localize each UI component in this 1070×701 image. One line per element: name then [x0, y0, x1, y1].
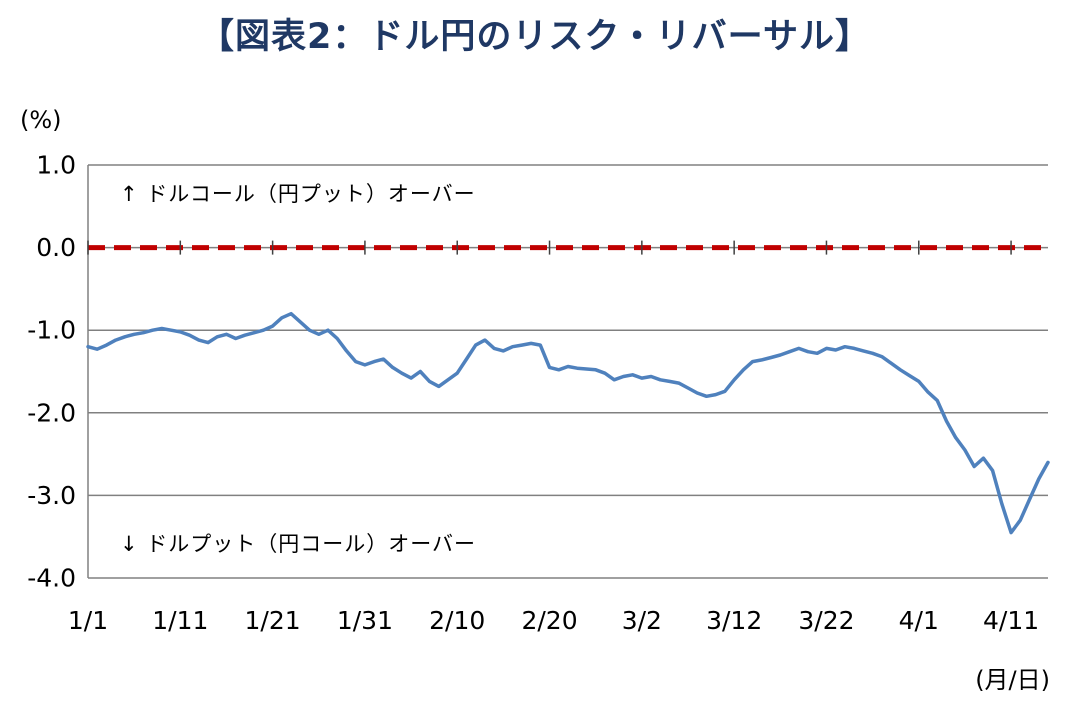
chart-title: 【図表2：ドル円のリスク・リバーサル】	[199, 17, 871, 57]
x-axis-unit-label: (月/日)	[975, 666, 1050, 694]
y-tick-label: -3.0	[27, 481, 76, 510]
y-tick-label: -2.0	[27, 398, 76, 427]
x-tick-label: 2/10	[429, 606, 485, 635]
x-tick-label: 3/22	[798, 606, 854, 635]
y-tick-label: -1.0	[27, 316, 76, 345]
series-line-usdjpy-risk-reversal	[86, 311, 1050, 535]
y-tick-label: -4.0	[27, 564, 76, 593]
x-tick-label: 4/1	[899, 606, 939, 635]
x-tick-label: 1/21	[245, 606, 301, 635]
y-tick-label: 0.0	[36, 233, 76, 262]
y-axis-unit-label: (%)	[20, 106, 62, 134]
x-tick-label: 4/11	[983, 606, 1039, 635]
x-tick-label: 3/2	[622, 606, 662, 635]
x-tick-label: 1/1	[68, 606, 108, 635]
x-tick-label: 2/20	[521, 606, 577, 635]
x-tick-label: 3/12	[706, 606, 762, 635]
annotation-dollar-call-over: ↑ ドルコール（円プット）オーバー	[120, 182, 476, 206]
y-tick-label: 1.0	[36, 151, 76, 180]
x-tick-label: 1/31	[337, 606, 393, 635]
annotation-dollar-put-over: ↓ ドルプット（円コール）オーバー	[120, 532, 477, 556]
x-tick-label: 1/11	[152, 606, 208, 635]
